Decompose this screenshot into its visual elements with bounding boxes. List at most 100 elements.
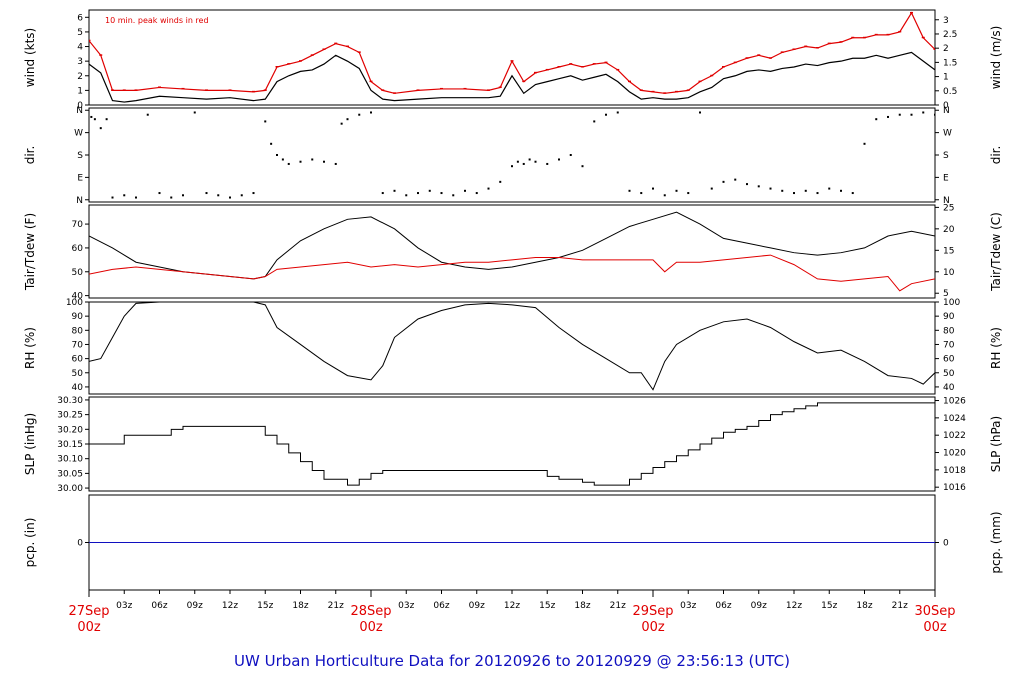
data-point	[616, 111, 619, 114]
panel-temp: 40 50 60 70 5 10 15 20 25 Tair/Tdew (F) Tair/Tdew …	[23, 203, 1003, 301]
peak-marker	[487, 89, 490, 91]
data-point	[205, 192, 208, 195]
peak-marker	[780, 51, 784, 53]
ytick-label-right: 40	[943, 383, 955, 393]
data-point	[593, 120, 596, 123]
ytick-label-left: 70	[72, 220, 84, 230]
ytick-label-left: 50	[72, 369, 84, 379]
xtick-label: 06z	[433, 601, 449, 611]
data-point	[851, 192, 854, 195]
data-point	[270, 142, 273, 145]
peak-marker	[263, 89, 267, 91]
data-point	[487, 187, 490, 190]
ytick-label-right: 5	[943, 289, 949, 299]
data-point	[793, 192, 795, 195]
data-point	[311, 158, 314, 161]
ytick-label-right: 1	[943, 73, 949, 83]
series-group	[90, 111, 935, 199]
ytick-label-left: 4	[77, 43, 83, 53]
data-point	[546, 162, 549, 165]
ytick-label-left: N	[76, 106, 83, 116]
peak-marker	[792, 48, 796, 50]
xtick-label: 09z	[751, 601, 767, 611]
peak-marker	[698, 80, 702, 83]
xtick-label: 09z	[469, 601, 485, 611]
ytick-label-left: 5	[77, 28, 83, 38]
data-point	[182, 194, 184, 197]
data-point	[334, 162, 337, 165]
data-point	[663, 194, 666, 197]
data-point	[428, 189, 431, 192]
data-point	[910, 113, 913, 116]
ytick-label-right: 1026	[943, 397, 966, 407]
series-line	[89, 11, 935, 94]
data-point	[522, 162, 525, 165]
ytick-label-right: 70	[943, 340, 955, 350]
peak-marker	[122, 89, 126, 91]
ytick-label-right: 1016	[943, 483, 966, 493]
data-point	[417, 192, 419, 195]
ylabel-left: RH (%)	[23, 327, 37, 369]
ytick-label-left: 6	[77, 13, 83, 23]
data-point	[722, 180, 725, 183]
data-point	[581, 165, 584, 168]
day-label: 29Sep	[632, 604, 673, 619]
ytick-label-left: 70	[72, 340, 84, 350]
xtick-label: 06z	[715, 601, 731, 611]
data-point	[105, 118, 108, 121]
xtick-label: 12z	[786, 601, 802, 611]
peak-marker	[440, 87, 443, 90]
peak-marker	[381, 89, 385, 91]
peak-marker	[722, 66, 725, 68]
peak-marker	[686, 89, 690, 91]
data-point	[193, 111, 196, 114]
plot-frame	[88, 396, 936, 492]
day-label-time: 00z	[641, 620, 665, 635]
ytick-label-right: 50	[943, 369, 955, 379]
peak-marker	[592, 63, 596, 65]
ytick-label-left: 40	[72, 383, 84, 393]
peak-marker	[252, 90, 255, 93]
peak-marker	[874, 33, 878, 36]
data-point	[381, 192, 384, 195]
peak-marker	[616, 68, 620, 71]
data-point	[875, 118, 878, 121]
ytick-label-left: S	[77, 151, 83, 161]
ytick-label-right: 1018	[943, 466, 966, 476]
ytick-label-left: W	[74, 129, 83, 139]
data-point	[146, 113, 149, 116]
ytick-label-right: 1024	[943, 414, 966, 424]
ytick-label-right: 0	[943, 101, 949, 111]
peak-marker	[675, 90, 678, 93]
data-point	[464, 189, 466, 192]
ytick-label-left: 2	[77, 72, 83, 82]
ytick-label-right: 25	[943, 203, 954, 213]
ylabel-left: pcp. (in)	[23, 518, 37, 568]
ytick-label-right: 0	[943, 539, 949, 549]
ytick-label-left: 40	[72, 292, 84, 302]
peak-marker	[639, 89, 643, 91]
data-point	[323, 160, 325, 163]
data-point	[111, 196, 114, 199]
ylabel-left: SLP (inHg)	[23, 413, 37, 475]
ytick-label-left: 30.05	[57, 469, 83, 479]
peak-marker	[463, 87, 467, 90]
data-point	[534, 160, 537, 163]
peak-marker	[510, 60, 514, 62]
data-point	[828, 187, 831, 190]
data-point	[358, 113, 361, 116]
peak-marker	[158, 86, 161, 88]
peak-marker	[839, 41, 843, 43]
ytick-label-left: E	[77, 173, 83, 183]
data-point	[158, 192, 161, 195]
data-point	[170, 196, 173, 199]
xtick-label: 06z	[151, 601, 167, 611]
data-point	[475, 192, 478, 195]
day-label-time: 00z	[923, 620, 947, 635]
peak-marker	[534, 71, 537, 74]
data-point	[217, 194, 220, 197]
peak-marker	[228, 89, 232, 91]
data-point	[276, 154, 278, 156]
data-point	[898, 113, 901, 116]
xtick-label: 03z	[116, 601, 132, 611]
